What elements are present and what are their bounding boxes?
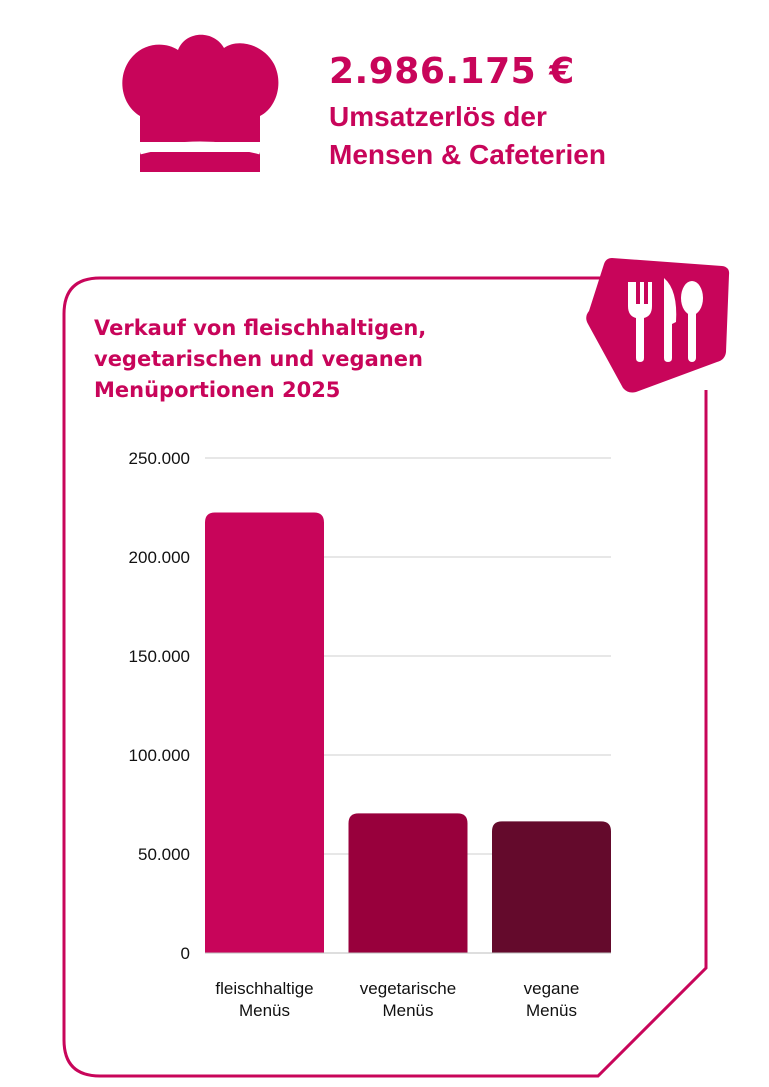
cutlery-icon	[586, 258, 730, 393]
bar-3	[492, 821, 611, 953]
chart-title: Verkauf von fleischhaltigen, vegetarisch…	[94, 313, 574, 406]
chart-title-line3: Menüportionen 2025	[94, 378, 341, 402]
y-tick-label: 0	[181, 944, 190, 963]
x-category-label: vegane	[524, 979, 580, 998]
y-tick-label: 250.000	[129, 449, 190, 468]
y-tick-label: 50.000	[138, 845, 190, 864]
y-tick-label: 100.000	[129, 746, 190, 765]
revenue-label-line1: Umsatzerlös der	[329, 101, 547, 132]
x-category-label: Menüs	[526, 1001, 577, 1020]
x-category-label: Menüs	[239, 1001, 290, 1020]
x-category-label: Menüs	[382, 1001, 433, 1020]
bar-1	[205, 512, 324, 953]
y-tick-label: 150.000	[129, 647, 190, 666]
x-category-label: fleischhaltige	[215, 979, 313, 998]
bar-2	[348, 813, 468, 953]
revenue-label-line2: Mensen & Cafeterien	[329, 139, 606, 170]
chart-title-line2: vegetarischen und veganen	[94, 347, 423, 371]
revenue-amount: 2.986.175 €	[329, 51, 575, 92]
chef-hat-icon	[122, 34, 279, 172]
x-category-label: vegetarische	[360, 979, 456, 998]
y-tick-label: 200.000	[129, 548, 190, 567]
headline: 2.986.175 € Umsatzerlös der Mensen & Caf…	[329, 52, 606, 174]
chart-title-line1: Verkauf von fleischhaltigen,	[94, 316, 427, 340]
